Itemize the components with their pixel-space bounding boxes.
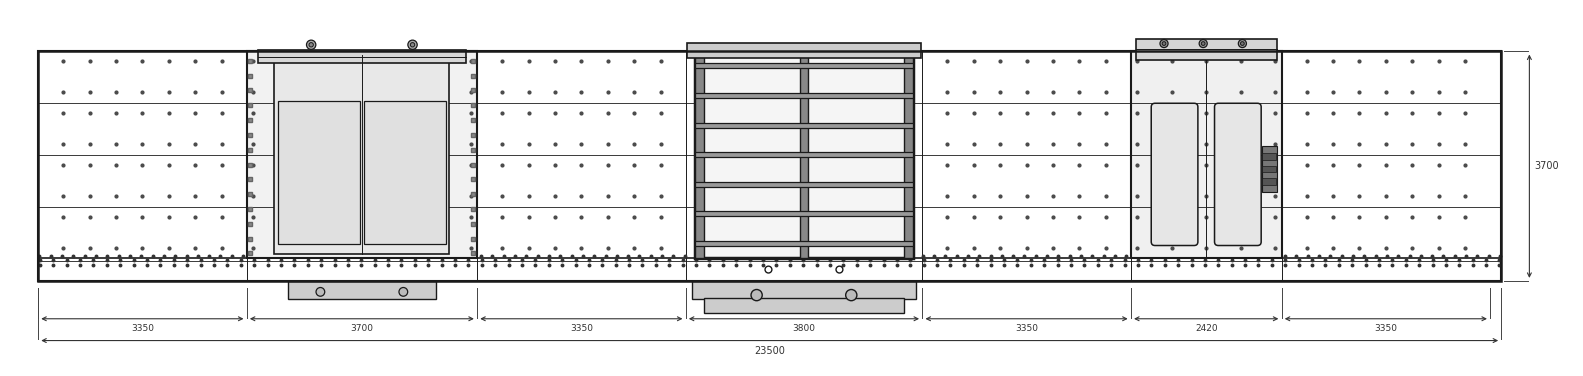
Bar [695, 63, 913, 68]
Circle shape [1162, 42, 1167, 45]
Text: 3800: 3800 [793, 324, 815, 333]
Bar [695, 51, 704, 258]
FancyBboxPatch shape [1151, 103, 1198, 246]
Bar [1130, 51, 1282, 258]
Circle shape [1160, 39, 1168, 48]
Bar [687, 43, 921, 59]
Circle shape [307, 40, 317, 50]
Circle shape [410, 42, 415, 47]
Bar [1262, 165, 1276, 172]
Circle shape [836, 266, 842, 273]
Circle shape [1241, 42, 1244, 45]
Circle shape [1201, 42, 1205, 45]
Bar [704, 298, 904, 312]
Text: 3700: 3700 [1534, 161, 1559, 171]
Bar [364, 101, 446, 244]
FancyBboxPatch shape [1214, 103, 1262, 246]
Bar [1137, 39, 1276, 61]
Bar [247, 51, 476, 258]
Bar [695, 182, 913, 187]
Text: 2420: 2420 [1195, 324, 1217, 333]
Circle shape [1200, 39, 1208, 48]
Bar [695, 211, 913, 217]
Bar [695, 123, 913, 127]
Bar [695, 51, 913, 258]
Bar [38, 51, 1501, 281]
Bar [274, 55, 450, 254]
Circle shape [1238, 39, 1246, 48]
Bar [258, 50, 465, 64]
Circle shape [399, 288, 408, 296]
Text: 23500: 23500 [754, 346, 785, 356]
Bar [695, 93, 913, 98]
Bar [1262, 178, 1276, 185]
Bar [288, 281, 435, 299]
Text: 3700: 3700 [350, 324, 374, 333]
Bar [695, 152, 913, 157]
Bar [1262, 153, 1276, 160]
Circle shape [750, 290, 763, 301]
Text: 3350: 3350 [1015, 324, 1038, 333]
Text: 3350: 3350 [131, 324, 154, 333]
Bar [904, 51, 913, 258]
Bar [279, 101, 359, 244]
Circle shape [309, 42, 313, 47]
Bar [38, 51, 1501, 281]
Bar [692, 281, 917, 299]
Bar [695, 241, 913, 246]
Circle shape [845, 290, 856, 301]
Bar [1262, 146, 1276, 192]
Circle shape [408, 40, 418, 50]
Bar [799, 51, 809, 258]
Text: 3350: 3350 [570, 324, 594, 333]
Circle shape [317, 288, 325, 296]
Circle shape [765, 266, 773, 273]
Text: 3350: 3350 [1374, 324, 1398, 333]
